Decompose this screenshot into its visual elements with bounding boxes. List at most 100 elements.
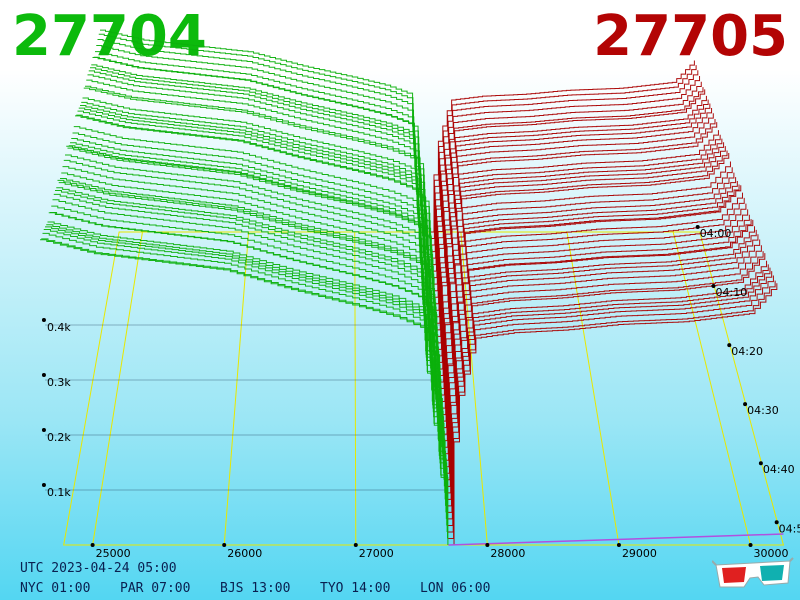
ask-depth-line xyxy=(437,150,728,357)
bid-depth-line xyxy=(80,105,436,337)
ask-depth-line xyxy=(447,275,774,533)
bid-depth-line xyxy=(56,187,444,461)
ask-depth-line xyxy=(433,103,711,292)
ask-depth-line xyxy=(429,65,697,240)
x-tick-dot xyxy=(353,543,358,547)
time-tick-dot xyxy=(711,284,716,289)
ask-price: 27705 xyxy=(593,4,788,69)
ask-depth-line xyxy=(444,245,762,487)
ask-depth-line xyxy=(439,177,737,389)
x-tick-label: 30000 xyxy=(754,547,789,560)
bid-depth-line xyxy=(57,179,443,454)
ask-depth-line xyxy=(445,251,764,494)
ask-depth-line xyxy=(430,76,701,253)
bid-depth-line xyxy=(65,154,441,415)
ask-depth-line xyxy=(433,113,714,305)
bid-depth-line xyxy=(78,107,437,343)
ask-depth-line xyxy=(434,118,716,311)
x-tick-dot xyxy=(616,543,621,547)
bid-depth-line xyxy=(63,159,441,422)
ask-depth-line xyxy=(435,138,723,337)
bid-depth-line xyxy=(48,212,446,500)
ask-depth-line xyxy=(446,267,771,520)
tz-tyo: TYO 14:00 xyxy=(320,581,391,596)
x-gridline xyxy=(354,231,357,546)
bid-depth-line xyxy=(72,132,439,376)
ask-depth-line xyxy=(439,180,738,396)
time-tick-dot xyxy=(743,402,748,407)
ask-depth-line xyxy=(447,271,773,526)
bid-depth-line xyxy=(77,110,437,350)
time-tick-label: 04:50 xyxy=(779,522,800,535)
ask-depth-line xyxy=(442,219,752,448)
bid-depth-line xyxy=(81,101,436,330)
bid-depth-line xyxy=(75,115,438,363)
3d-glasses-icon[interactable] xyxy=(712,557,794,593)
bid-depth-line xyxy=(92,56,432,272)
time-tick-dot xyxy=(758,461,763,466)
bid-depth-line xyxy=(67,147,440,402)
ask-depth-line xyxy=(443,229,757,468)
bid-depth-line xyxy=(60,177,443,441)
z-tick-label: 0.3k xyxy=(47,376,71,389)
time-tick-dot xyxy=(774,520,779,525)
bid-depth-line xyxy=(47,221,447,506)
z-tick-dot xyxy=(41,428,46,432)
z-tick-label: 0.4k xyxy=(47,321,71,334)
bid-depth-line xyxy=(58,182,443,448)
ask-depth-line xyxy=(440,185,742,409)
bid-depth-line xyxy=(40,239,449,545)
x-tick-dot xyxy=(485,543,490,547)
tz-bjs: BJS 13:00 xyxy=(220,581,291,596)
tz-par: PAR 07:00 xyxy=(120,581,191,596)
time-tick-label: 04:30 xyxy=(747,404,779,417)
ask-depth-line xyxy=(433,108,713,298)
bid-depth-line xyxy=(88,70,434,291)
ask-depth-line xyxy=(443,226,756,461)
x-tick-label: 25000 xyxy=(96,547,131,560)
ask-depth-line xyxy=(431,81,702,259)
ask-depth-line xyxy=(441,197,745,422)
ask-depth-line xyxy=(429,60,695,233)
ask-depth-line xyxy=(436,142,725,344)
z-tick-dot xyxy=(41,318,46,322)
bid-depth-line xyxy=(61,172,442,435)
ask-depth-line xyxy=(432,95,707,279)
time-tick-label: 04:40 xyxy=(763,463,795,476)
bid-depth-line xyxy=(70,142,439,389)
time-tick-label: 04:00 xyxy=(700,227,732,240)
bid-depth-line xyxy=(98,33,430,239)
ask-depth-line xyxy=(442,214,750,442)
bid-depth-line xyxy=(83,87,435,317)
ask-depth-line xyxy=(441,209,749,435)
x-tick-label: 29000 xyxy=(622,547,657,560)
z-tick-dot xyxy=(41,373,46,377)
tz-nyc: NYC 01:00 xyxy=(20,581,91,596)
ask-depth-line xyxy=(448,280,776,539)
x-tick-dot xyxy=(748,543,753,547)
z-tick-label: 0.1k xyxy=(47,486,71,499)
ask-depth-line xyxy=(439,184,740,403)
ask-depth-line xyxy=(430,70,699,246)
bid-depth-line xyxy=(51,205,445,487)
time-tick-label: 04:10 xyxy=(715,286,747,299)
bid-depth-line xyxy=(97,38,431,246)
ask-depth-line xyxy=(436,146,726,350)
ask-depth-line xyxy=(448,283,778,546)
x-gridline xyxy=(566,231,620,546)
bid-depth-line xyxy=(82,97,436,324)
x-tick-label: 26000 xyxy=(227,547,262,560)
ask-depth-line xyxy=(437,152,730,363)
bid-depth-line xyxy=(52,199,445,480)
ask-depth-line xyxy=(446,260,768,507)
z-tick-dot xyxy=(41,483,46,487)
bid-depth-line xyxy=(95,51,432,259)
grid-plane-outline xyxy=(63,231,785,546)
bid-depth-line xyxy=(45,226,447,519)
time-tick-label: 04:20 xyxy=(731,345,763,358)
bid-depth-line xyxy=(43,228,448,526)
ask-depth-line xyxy=(438,167,733,376)
ask-depth-line xyxy=(437,161,731,370)
ask-depth-line xyxy=(440,192,743,416)
